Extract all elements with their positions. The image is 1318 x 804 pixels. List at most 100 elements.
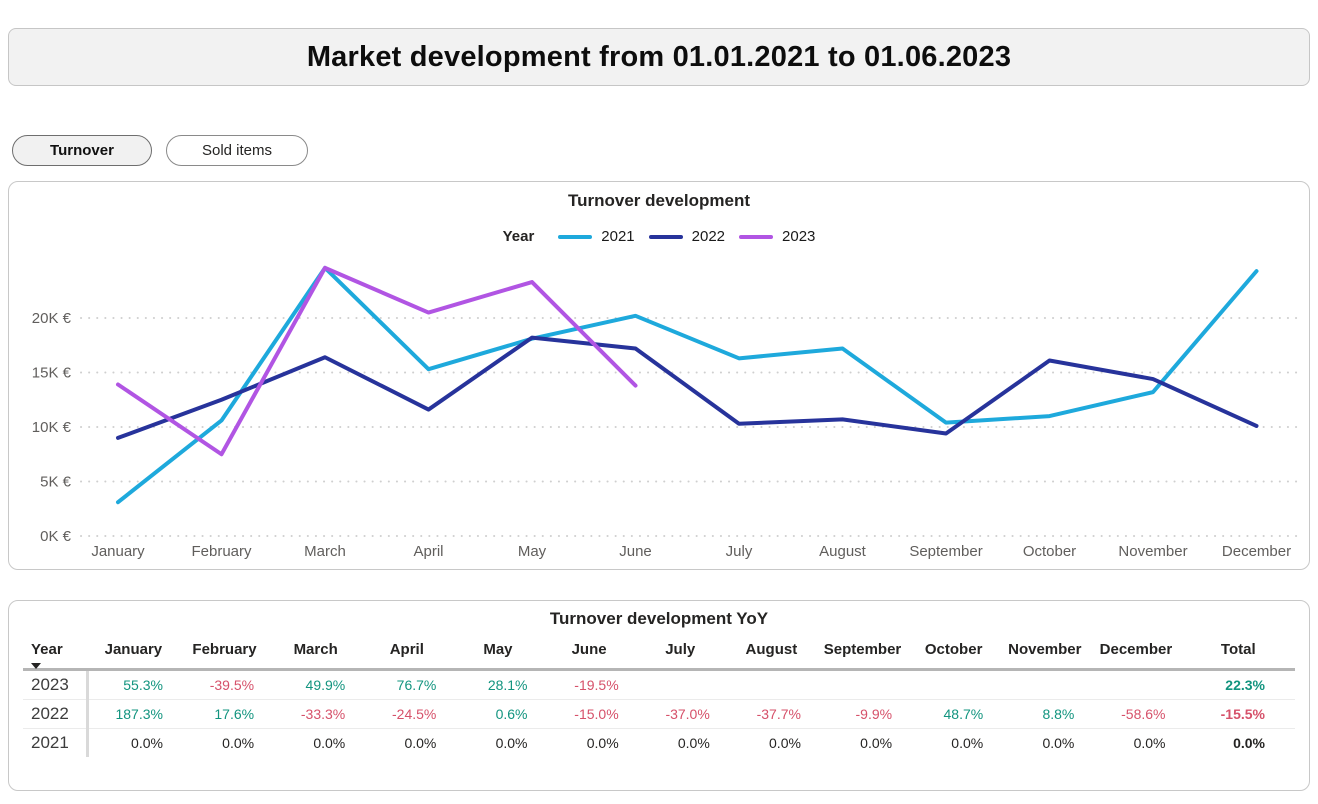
y-axis-tick-label: 10K €: [32, 419, 72, 436]
legend-label: 2023: [782, 228, 816, 245]
table-cell: -24.5%: [361, 699, 453, 729]
table-cell: 49.9%: [270, 669, 362, 700]
table-cell: -19.5%: [543, 669, 635, 700]
chart-legend: Year 2021 2022 2023: [9, 228, 1309, 245]
table-cell: [1090, 669, 1182, 700]
series-line-2022[interactable]: [116, 335, 1259, 440]
column-header-november[interactable]: November: [999, 637, 1091, 671]
column-header-august[interactable]: August: [725, 637, 817, 671]
page-title: Market development from 01.01.2021 to 01…: [306, 40, 1012, 73]
x-axis-month-label: February: [191, 543, 252, 560]
table-cell: 0.0%: [951, 735, 984, 751]
table-cell: 55.3%: [87, 669, 179, 700]
table-row-2022: 2022 187.3% 17.6% -33.3% -24.5% 0.6% -15.0% -37…: [23, 699, 1295, 729]
column-header-may[interactable]: May: [452, 637, 544, 671]
table-cell: -58.6%: [1090, 699, 1182, 729]
sort-descending-icon: [31, 663, 41, 669]
table-cell: -37.0%: [634, 699, 726, 729]
legend-swatch-2023: [739, 234, 774, 239]
table-cell: [999, 669, 1091, 700]
table-cell: 0.0%: [131, 735, 163, 751]
table-cell: 0.0%: [860, 735, 893, 751]
legend-title: Year: [502, 228, 535, 245]
table-cell: [725, 669, 817, 700]
page-title-banner: Market development from 01.01.2021 to 01…: [8, 28, 1310, 86]
table-cell: 0.0%: [677, 735, 710, 751]
yoy-table-wrapper: Year January February March April May June July…: [23, 637, 1295, 757]
table-cell: 0.0%: [1133, 735, 1166, 751]
legend-label: 2021: [601, 228, 635, 245]
sold-items-toggle-button[interactable]: Sold items: [166, 135, 308, 166]
column-header-march[interactable]: March: [270, 637, 362, 671]
legend-item-2021[interactable]: 2021: [558, 228, 635, 245]
table-cell: [816, 669, 909, 700]
table-cell: 0.0%: [404, 735, 437, 751]
table-row-2021: 2021 0.0% 0.0% 0.0% 0.0% 0.0% 0.0% 0.0% 0.0% 0.0%…: [23, 728, 1295, 757]
legend-swatch-2022: [648, 234, 683, 239]
table-cell: 17.6%: [178, 699, 271, 729]
column-header-october[interactable]: October: [908, 637, 1000, 671]
x-axis-month-label: October: [1023, 543, 1076, 560]
table-cell: 28.1%: [452, 669, 544, 700]
legend-item-2022[interactable]: 2022: [648, 228, 726, 245]
x-axis-month-label: September: [909, 543, 982, 560]
table-cell: 0.0%: [1042, 735, 1075, 751]
legend-swatch-2021: [558, 234, 593, 239]
table-cell: 0.0%: [313, 735, 346, 751]
chart-title: Turnover development: [568, 191, 750, 210]
yoy-table-card: Turnover development YoY Year January Febr…: [8, 600, 1310, 791]
table-cell: 187.3%: [87, 699, 179, 729]
column-header-january[interactable]: January: [87, 637, 179, 671]
table-cell-total: 0.0%: [1233, 735, 1265, 751]
x-axis-month-label: January: [91, 543, 145, 560]
table-cell: -15.0%: [543, 699, 635, 729]
row-year-label: 2022: [23, 699, 90, 729]
column-header-july[interactable]: July: [634, 637, 726, 671]
table-cell: -33.3%: [270, 699, 362, 729]
x-axis-month-label: April: [413, 543, 443, 560]
x-axis-month-label: December: [1222, 543, 1291, 560]
column-header-june[interactable]: June: [543, 637, 635, 671]
x-axis-month-label: November: [1118, 543, 1187, 560]
table-cell: -37.7%: [725, 699, 817, 729]
column-header-year[interactable]: Year: [23, 637, 88, 671]
yoy-table: Year January February March April May June July…: [23, 637, 1295, 757]
table-cell: [634, 669, 726, 700]
table-row-2023: 2023 55.3% -39.5% 49.9% 76.7% 28.1% -19.5% 22.3…: [23, 669, 1295, 700]
legend-items: 2021 2022 2023: [558, 228, 815, 245]
series-line-2023[interactable]: [116, 265, 638, 457]
table-title: Turnover development YoY: [549, 609, 769, 628]
legend-label: 2022: [691, 228, 726, 245]
column-header-february[interactable]: February: [178, 637, 271, 671]
x-axis-month-label: July: [726, 543, 753, 560]
table-cell: -9.9%: [816, 699, 909, 729]
y-axis-tick-label: 5K €: [40, 474, 72, 491]
row-year-label: 2023: [23, 669, 90, 700]
table-cell: 48.7%: [908, 699, 1000, 729]
table-cell: 0.0%: [586, 735, 619, 751]
table-cell: 0.0%: [495, 735, 528, 751]
column-header-december[interactable]: December: [1090, 637, 1182, 671]
turnover-line-chart-card: Turnover development Year 2021 2022 2023 0…: [8, 181, 1310, 570]
table-cell: -39.5%: [178, 669, 271, 700]
table-cell: 0.6%: [452, 699, 544, 729]
table-cell: 8.8%: [999, 699, 1091, 729]
table-header-row: Year January February March April May June July…: [23, 637, 1295, 671]
series-line-2021[interactable]: [116, 265, 1259, 505]
legend-item-2023[interactable]: 2023: [739, 228, 815, 245]
turnover-toggle-button[interactable]: Turnover: [12, 135, 152, 166]
column-header-april[interactable]: April: [361, 637, 453, 671]
table-cell: 0.0%: [769, 735, 801, 751]
y-axis-tick-label: 20K €: [32, 310, 72, 327]
column-header-total[interactable]: Total: [1181, 637, 1295, 671]
y-axis-tick-label: 0K €: [40, 528, 72, 545]
column-header-september[interactable]: September: [816, 637, 909, 671]
turnover-toggle-label: Turnover: [50, 142, 114, 159]
line-chart-plot: 0K € 5K € 10K € 15K € 20K € January February Ma…: [32, 265, 1298, 560]
x-axis-month-label: August: [819, 543, 867, 560]
x-axis-month-label: March: [304, 543, 346, 560]
table-cell: 76.7%: [361, 669, 453, 700]
sold-items-toggle-label: Sold items: [201, 142, 273, 159]
row-year-label: 2021: [23, 728, 90, 757]
